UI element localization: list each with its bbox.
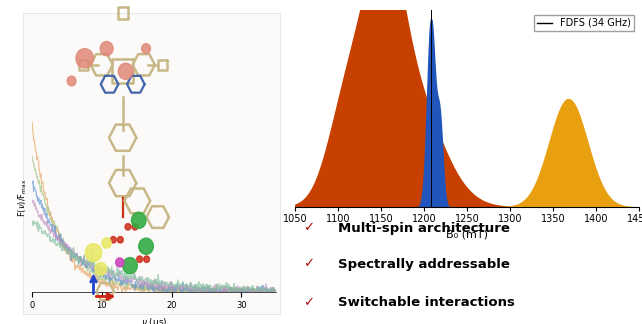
Circle shape (102, 238, 111, 248)
Circle shape (67, 76, 76, 86)
Legend: FDFS (34 GHz): FDFS (34 GHz) (534, 15, 634, 31)
Circle shape (85, 244, 101, 262)
Circle shape (132, 212, 146, 228)
Text: ✓: ✓ (302, 296, 314, 309)
FancyBboxPatch shape (23, 13, 281, 314)
Circle shape (100, 41, 113, 56)
Circle shape (144, 256, 150, 262)
Circle shape (125, 224, 131, 230)
Text: ✓: ✓ (302, 222, 314, 235)
Circle shape (132, 224, 138, 230)
Y-axis label: F($\nu$)/F$_\mathrm{max}$: F($\nu$)/F$_\mathrm{max}$ (17, 179, 30, 217)
Circle shape (139, 238, 153, 254)
Circle shape (118, 63, 133, 79)
X-axis label: $\nu$ (µs): $\nu$ (µs) (141, 316, 168, 324)
Circle shape (117, 237, 123, 243)
Circle shape (142, 44, 150, 53)
Circle shape (110, 237, 116, 243)
Text: Spectrally addressable: Spectrally addressable (338, 258, 510, 271)
Text: Multi-spin architecture: Multi-spin architecture (338, 222, 510, 235)
Circle shape (76, 49, 94, 68)
X-axis label: B₀ (mT): B₀ (mT) (446, 230, 488, 240)
Circle shape (137, 256, 143, 262)
Circle shape (123, 258, 137, 274)
Text: ✓: ✓ (302, 258, 314, 271)
Text: Switchable interactions: Switchable interactions (338, 296, 514, 309)
Circle shape (116, 258, 124, 267)
Circle shape (95, 262, 107, 275)
